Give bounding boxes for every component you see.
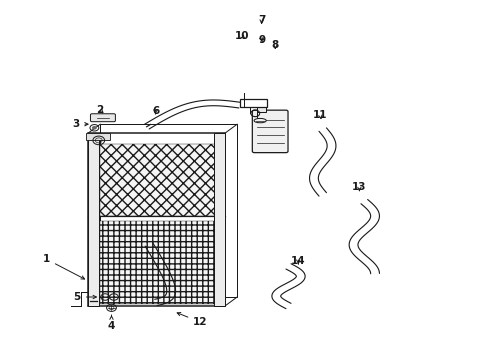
Text: 4: 4 (107, 315, 115, 331)
Text: 5: 5 (74, 292, 96, 302)
Bar (239, 99, 266, 107)
Text: 14: 14 (290, 256, 305, 266)
Bar (85, 133, 110, 140)
Text: 10: 10 (234, 31, 249, 41)
Bar (214, 133, 224, 306)
FancyBboxPatch shape (90, 114, 115, 122)
Ellipse shape (254, 118, 265, 123)
Bar (100, 221, 215, 304)
Bar (88, 133, 224, 306)
Text: 1: 1 (43, 254, 84, 279)
Bar (100, 124, 237, 297)
Circle shape (92, 126, 97, 130)
Text: 7: 7 (257, 15, 265, 25)
Text: 3: 3 (72, 119, 88, 129)
Text: 8: 8 (271, 40, 278, 50)
Text: 6: 6 (152, 106, 159, 116)
Text: 2: 2 (97, 105, 103, 115)
Text: 11: 11 (312, 110, 327, 120)
Bar (256, 107, 265, 112)
Text: 9: 9 (258, 35, 264, 45)
Text: 13: 13 (351, 182, 366, 192)
FancyBboxPatch shape (252, 110, 287, 153)
Text: 12: 12 (177, 312, 207, 327)
Bar (100, 144, 215, 216)
Bar (88, 133, 99, 306)
